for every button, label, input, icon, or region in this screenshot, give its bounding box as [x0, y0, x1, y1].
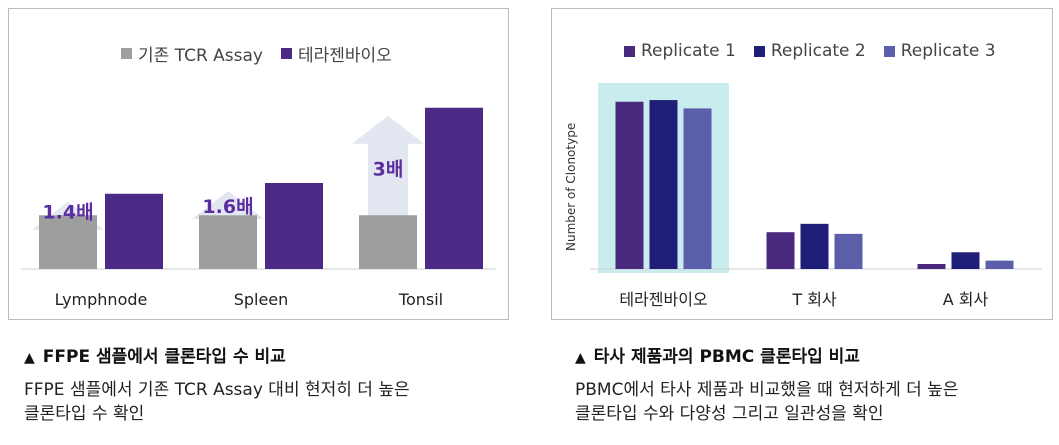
- bar-replicate-3: [834, 233, 863, 269]
- chart-ffpe-clonotype: 1.4배 Lymphnode 1.6배 Spleen 3배 Tonsil: [21, 107, 496, 309]
- legend-ffpe: 기존 TCR Assay 테라젠바이오: [121, 41, 392, 66]
- bar-baseline-assay: [199, 215, 257, 269]
- bar-theragen: [265, 183, 323, 269]
- increase-arrow-icon: [192, 191, 264, 219]
- bar-replicate-3: [985, 260, 1014, 269]
- caption-desc-right: PBMC에서 타사 제품과 비교했을 때 현저하게 더 높은 클론타입 수와 다…: [575, 378, 1045, 426]
- legend-item: 기존 TCR Assay: [121, 41, 263, 66]
- triangle-up-icon: ▲: [24, 350, 35, 366]
- legend-swatch: [753, 45, 765, 57]
- bar-replicate-2: [951, 252, 980, 269]
- legend-label: Replicate 1: [641, 41, 736, 61]
- caption-title-left: ▲ FFPE 샘플에서 클론타입 수 비교: [24, 347, 286, 367]
- bar-baseline-assay: [39, 215, 97, 269]
- chart-panel-pbmc: Replicate 1 Replicate 2 Replicate 3 Number…: [551, 8, 1053, 320]
- chart-panel-ffpe: 기존 TCR Assay 테라젠바이오 1.4배 Lymphnode 1.6배 Sple…: [8, 8, 509, 320]
- bar-replicate-1: [766, 232, 795, 269]
- caption-desc-right-line1: PBMC에서 타사 제품과 비교했을 때 현저하게 더 높은: [575, 380, 959, 400]
- chart-pbmc-clonotype: 테라젠바이오 T 회사 A 회사: [590, 83, 1042, 309]
- fold-change-label: 1.6배: [202, 196, 253, 218]
- triangle-up-icon: ▲: [575, 350, 586, 366]
- caption-desc-left-line2: 클론타입 수 확인: [24, 404, 145, 424]
- legend-label: Replicate 2: [770, 41, 866, 61]
- caption-desc-right-line2: 클론타입 수와 다양성 그리고 일관성을 확인: [575, 404, 884, 424]
- bar-baseline-assay: [359, 215, 417, 269]
- legend-item: Replicate 2: [753, 41, 866, 61]
- x-tick-label: A 회사: [943, 290, 989, 309]
- legend-swatch: [624, 45, 635, 57]
- x-tick-label: Tonsil: [398, 290, 443, 309]
- fold-change-label: 1.4배: [42, 202, 93, 224]
- bar-replicate-3: [683, 108, 712, 269]
- caption-title-right: ▲ 타사 제품과의 PBMC 클론타입 비교: [575, 347, 860, 367]
- legend-item: Replicate 1: [624, 41, 736, 61]
- bar-theragen: [105, 193, 163, 269]
- bar-replicate-2: [649, 100, 678, 270]
- bar-theragen: [425, 107, 483, 269]
- legend-label: 테라젠바이오: [297, 46, 392, 66]
- increase-arrow-icon: [352, 115, 424, 216]
- bar-replicate-1: [615, 101, 644, 270]
- fold-change-label: 3배: [373, 159, 404, 181]
- legend-label: Replicate 3: [900, 41, 996, 61]
- legend-pbmc: Replicate 1 Replicate 2 Replicate 3: [624, 41, 996, 61]
- x-tick-label: Spleen: [234, 290, 289, 309]
- legend-swatch: [280, 48, 292, 59]
- legend-item: Replicate 3: [883, 41, 996, 61]
- legend-item: 테라젠바이오: [280, 41, 392, 66]
- caption-desc-left: FFPE 샘플에서 기존 TCR Assay 대비 현저히 더 높은 클론타입 …: [24, 378, 494, 426]
- bar-replicate-2: [800, 223, 829, 269]
- caption-desc-left-line1: FFPE 샘플에서 기존 TCR Assay 대비 현저히 더 높은: [24, 380, 410, 400]
- x-tick-label: 테라젠바이오: [619, 290, 707, 309]
- x-tick-label: T 회사: [791, 290, 837, 309]
- legend-swatch: [883, 45, 895, 57]
- legend-label: 기존 TCR Assay: [138, 46, 263, 66]
- x-tick-label: Lymphnode: [55, 290, 148, 309]
- legend-swatch: [121, 48, 132, 59]
- bar-replicate-1: [917, 263, 946, 269]
